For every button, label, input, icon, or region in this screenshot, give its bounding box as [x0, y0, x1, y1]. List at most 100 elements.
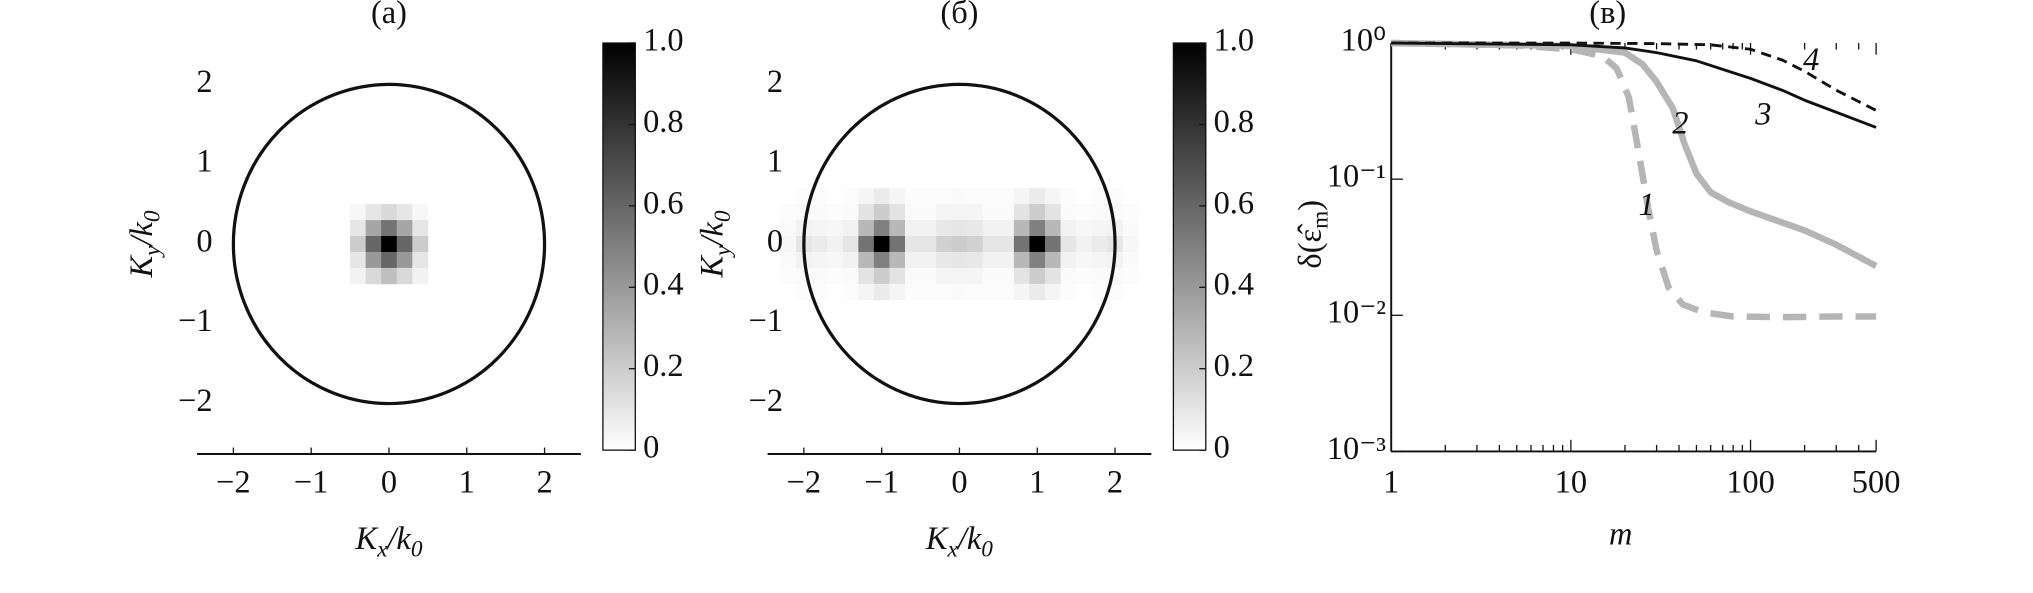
- heat-cell: [1045, 251, 1061, 269]
- x-axis-label-part: x: [376, 537, 388, 563]
- heat-cell: [858, 251, 875, 269]
- colorbar-tick-label: 0.6: [643, 185, 684, 221]
- y-tick-label: 0: [196, 223, 212, 259]
- series-label: 4: [1803, 42, 1819, 78]
- heat-cell: [842, 251, 859, 269]
- heat-cell: [1029, 220, 1046, 237]
- heat-cell: [873, 188, 890, 205]
- colorbar-tick-label: 0.4: [643, 267, 684, 303]
- heat-cell: [1107, 283, 1124, 301]
- y-tick-label: 10⁰: [1341, 22, 1386, 58]
- heat-cell: [827, 188, 844, 205]
- heat-cell: [811, 251, 828, 269]
- heat-cell: [936, 204, 953, 221]
- y-tick-label: −2: [749, 383, 783, 419]
- x-tick-label: 1: [1029, 465, 1045, 501]
- heat-cell: [365, 251, 382, 269]
- x-tick-label: 2: [1107, 465, 1123, 501]
- heat-cell: [889, 188, 906, 205]
- series-label: 2: [1672, 105, 1688, 141]
- heat-cell: [350, 251, 367, 269]
- heat-cell: [1060, 220, 1077, 237]
- heat-cell: [967, 251, 984, 269]
- y-axis-label-part: 0: [140, 210, 166, 222]
- heat-cell: [827, 251, 844, 269]
- x-axis-label-part: 0: [981, 537, 993, 563]
- x-tick-label: 10: [1555, 465, 1587, 501]
- heat-cell: [842, 283, 859, 301]
- x-axis-label-part: x: [947, 537, 959, 563]
- heat-cell: [951, 204, 968, 221]
- heat-cell: [1045, 267, 1061, 285]
- heat-cell: [1029, 204, 1046, 221]
- heat-cell: [1060, 236, 1077, 253]
- heat-cell: [811, 236, 828, 253]
- heat-cell: [1091, 236, 1108, 253]
- heat-cell: [904, 283, 921, 301]
- heat-cell: [967, 220, 984, 237]
- heat-cell: [936, 267, 953, 285]
- x-axis-label-part: K: [925, 522, 949, 558]
- heat-cell: [936, 220, 953, 237]
- heat-cell: [1091, 188, 1108, 205]
- x-axis-label: Kx/k0: [354, 522, 422, 563]
- heat-cell: [842, 188, 859, 205]
- heat-cell: [967, 283, 984, 301]
- heat-cell: [350, 267, 367, 285]
- heat-cell: [1013, 251, 1030, 269]
- x-axis-label-part: 0: [411, 537, 423, 563]
- heat-cell: [780, 188, 797, 205]
- colorbar: [1172, 42, 1207, 451]
- heat-cell: [936, 251, 953, 269]
- heat-cell: [1076, 251, 1093, 269]
- heat-cell: [811, 188, 828, 205]
- heat-cell: [936, 188, 953, 205]
- x-tick-label: −2: [787, 465, 821, 501]
- heat-cell: [1076, 267, 1093, 285]
- heat-cell: [889, 204, 906, 221]
- y-axis-label-part: /k: [695, 222, 731, 248]
- y-tick-label: −1: [749, 303, 783, 339]
- y-axis-label-part: δ(ε̂: [1293, 223, 1329, 269]
- heat-cell: [998, 204, 1015, 221]
- heat-cell: [858, 236, 875, 253]
- x-tick-label: −1: [294, 465, 328, 501]
- colorbar-tick-label: 0.6: [1214, 185, 1255, 221]
- y-axis-label-part: y: [710, 245, 736, 258]
- heat-cell: [365, 204, 382, 221]
- heat-cell: [1091, 283, 1108, 301]
- y-axis-label-part: 0: [710, 210, 736, 222]
- heat-cell: [936, 236, 953, 253]
- heat-cell: [1107, 188, 1124, 205]
- heat-cell: [827, 236, 844, 253]
- y-tick-label: −2: [178, 383, 212, 419]
- series-line: [1391, 39, 1878, 269]
- heat-cell: [982, 204, 999, 221]
- heat-cell: [365, 236, 382, 253]
- heat-cell: [998, 236, 1015, 253]
- heat-cell: [982, 220, 999, 237]
- heat-cell: [780, 204, 797, 221]
- heat-cell: [998, 283, 1015, 301]
- series-label: 1: [1639, 187, 1655, 223]
- heat-cell: [1045, 188, 1061, 205]
- x-tick-label: −1: [864, 465, 898, 501]
- heat-cell: [1076, 188, 1093, 205]
- y-tick-label: 2: [196, 64, 212, 100]
- heat-cell: [827, 220, 844, 237]
- heat-cell: [396, 251, 413, 269]
- y-axis-label: Ky/k0: [125, 210, 166, 278]
- heat-cell: [412, 251, 429, 269]
- heat-cell: [1060, 283, 1077, 301]
- circle: [802, 82, 1117, 406]
- heat-cell: [350, 204, 367, 221]
- heat-cell: [920, 251, 937, 269]
- heat-cell: [1029, 236, 1046, 253]
- heat-cell: [811, 283, 828, 301]
- heat-cell: [873, 204, 890, 221]
- y-axis-label-part: K: [695, 255, 731, 279]
- heat-cell: [982, 251, 999, 269]
- heat-cell: [796, 283, 813, 301]
- heat-cell: [904, 251, 921, 269]
- x-tick-label: −2: [216, 465, 250, 501]
